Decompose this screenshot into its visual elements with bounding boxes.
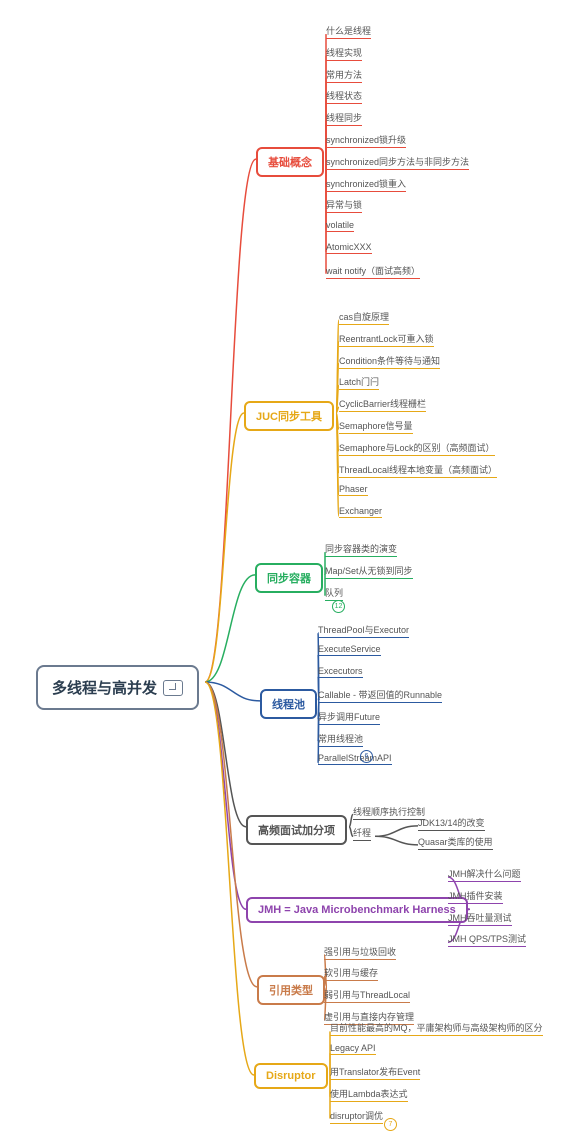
- leaf-node[interactable]: JMH解决什么问题: [448, 867, 521, 882]
- leaf-node[interactable]: ReentrantLock可重入锁: [339, 332, 434, 347]
- leaf-node[interactable]: CyclicBarrier线程栅栏: [339, 397, 426, 412]
- count-badge: 6: [360, 750, 373, 763]
- leaf-node[interactable]: Semaphore与Lock的区别（高频面试）: [339, 441, 495, 456]
- branch-b7[interactable]: 引用类型: [257, 975, 325, 1005]
- leaf-node[interactable]: 强引用与垃圾回收: [324, 945, 396, 960]
- leaf-node[interactable]: cas自旋原理: [339, 310, 389, 325]
- leaf-node[interactable]: 异步调用Future: [318, 710, 380, 725]
- leaf-node[interactable]: 目前性能最高的MQ，平庸架构师与高级架构师的区分: [330, 1021, 543, 1036]
- leaf-node[interactable]: 软引用与缓存: [324, 966, 378, 981]
- leaf-node[interactable]: Phaser: [339, 484, 368, 496]
- branch-b6[interactable]: JMH = Java Microbenchmark Harness: [246, 897, 468, 923]
- leaf-node[interactable]: Semaphore信号量: [339, 419, 413, 434]
- leaf-node[interactable]: volatile: [326, 220, 354, 232]
- root-label: 多线程与高并发: [52, 677, 157, 698]
- leaf-node[interactable]: 弱引用与ThreadLocal: [324, 988, 410, 1003]
- branch-b3[interactable]: 同步容器: [255, 563, 323, 593]
- leaf-node[interactable]: wait notify（面试高频）: [326, 264, 420, 279]
- leaf-node[interactable]: Latch门闩: [339, 375, 379, 390]
- leaf-node[interactable]: AtomicXXX: [326, 242, 372, 254]
- leaf-node[interactable]: Condition条件等待与通知: [339, 354, 440, 369]
- branch-b4[interactable]: 线程池: [260, 689, 317, 719]
- leaf-node[interactable]: JMH插件安装: [448, 889, 503, 904]
- count-badge: 12: [332, 600, 345, 613]
- leaf-node[interactable]: disruptor调优: [330, 1109, 383, 1124]
- leaf-node[interactable]: 同步容器类的演变: [325, 542, 397, 557]
- leaf-node[interactable]: Legacy API: [330, 1043, 376, 1055]
- branch-b1[interactable]: 基础概念: [256, 147, 324, 177]
- leaf-node[interactable]: ExecuteService: [318, 644, 381, 656]
- leaf-node[interactable]: ThreadLocal线程本地变量（高频面试）: [339, 463, 497, 478]
- leaf-node[interactable]: 线程同步: [326, 111, 362, 126]
- root-node[interactable]: 多线程与高并发: [36, 665, 199, 710]
- branch-b5[interactable]: 高频面试加分项: [246, 815, 347, 845]
- leaf-node[interactable]: 纤程: [353, 826, 371, 841]
- leaf-node[interactable]: 常用方法: [326, 68, 362, 83]
- branch-b2[interactable]: JUC同步工具: [244, 401, 334, 431]
- leaf-node[interactable]: synchronized锁重入: [326, 177, 406, 192]
- leaf-node[interactable]: 使用Lambda表达式: [330, 1087, 408, 1102]
- leaf-node[interactable]: 异常与锁: [326, 198, 362, 213]
- leaf-node[interactable]: JMH吞吐量测试: [448, 911, 512, 926]
- branch-b8[interactable]: Disruptor: [254, 1063, 328, 1089]
- leaf-node[interactable]: 线程实现: [326, 46, 362, 61]
- leaf-node[interactable]: Map/Set从无锁到同步: [325, 564, 413, 579]
- leaf-node[interactable]: ParallelStreamAPI: [318, 753, 392, 765]
- sub-leaf[interactable]: JDK13/14的改变: [418, 816, 485, 831]
- leaf-node[interactable]: JMH QPS/TPS测试: [448, 932, 526, 947]
- leaf-node[interactable]: 什么是线程: [326, 24, 371, 39]
- leaf-node[interactable]: Callable - 带返回值的Runnable: [318, 688, 442, 703]
- sub-leaf[interactable]: Quasar类库的使用: [418, 835, 493, 850]
- leaf-node[interactable]: Excecutors: [318, 666, 363, 678]
- leaf-node[interactable]: ThreadPool与Executor: [318, 623, 409, 638]
- leaf-node[interactable]: synchronized锁升级: [326, 133, 406, 148]
- leaf-node[interactable]: 队列: [325, 586, 343, 601]
- leaf-node[interactable]: synchronized同步方法与非同步方法: [326, 155, 469, 170]
- leaf-node[interactable]: 线程顺序执行控制: [353, 805, 425, 820]
- link-icon: [163, 680, 183, 696]
- leaf-node[interactable]: Exchanger: [339, 506, 382, 518]
- leaf-node[interactable]: 用Translator发布Event: [330, 1065, 420, 1080]
- leaf-node[interactable]: 线程状态: [326, 89, 362, 104]
- count-badge: 7: [384, 1118, 397, 1131]
- leaf-node[interactable]: 常用线程池: [318, 732, 363, 747]
